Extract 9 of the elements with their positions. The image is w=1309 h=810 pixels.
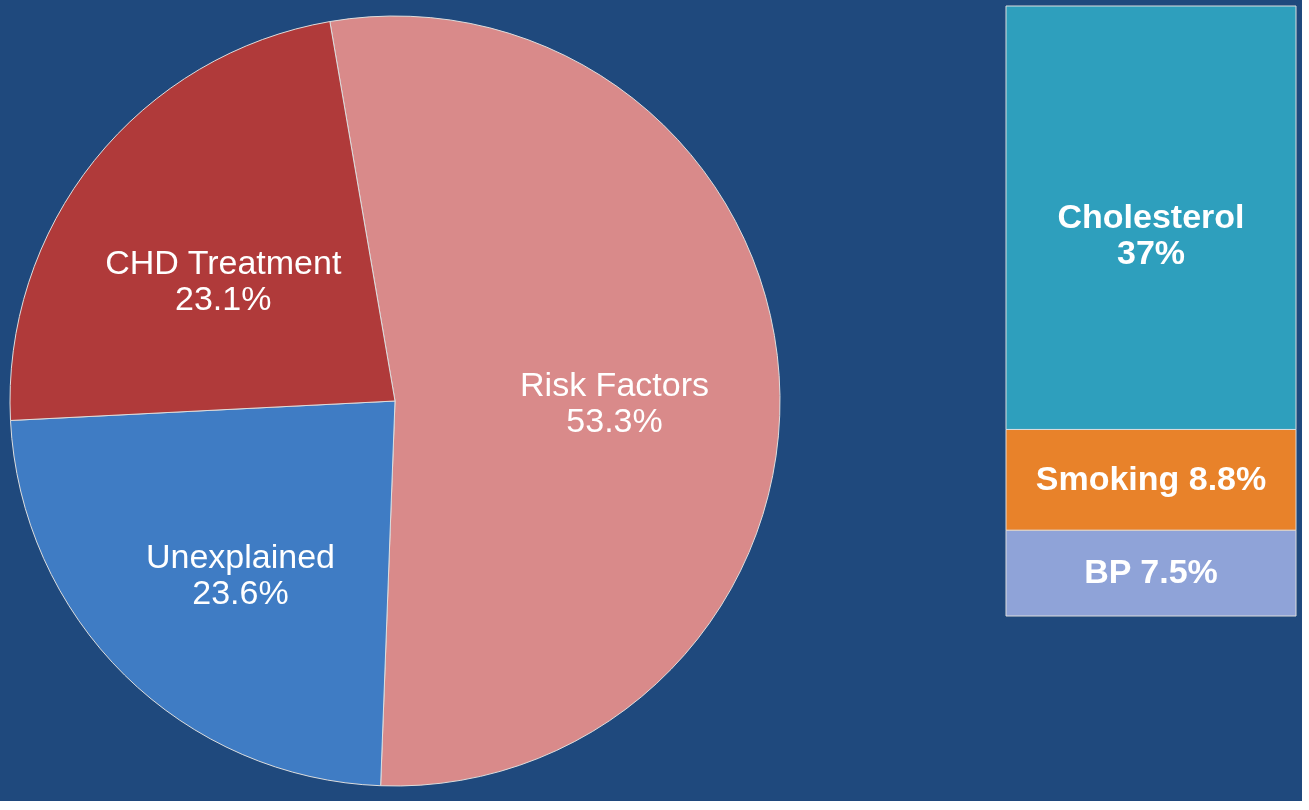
series-label: Cholesterol bbox=[1057, 196, 1245, 235]
slice-label: CHD Treatment bbox=[105, 242, 342, 281]
text: Smoking 8.8% bbox=[1035, 458, 1267, 497]
slice-label: Unexplained bbox=[145, 536, 335, 575]
data-label: 53.3% bbox=[566, 401, 663, 440]
data-label: 37% bbox=[1116, 232, 1186, 271]
data-label: 23.1% bbox=[175, 278, 272, 317]
slice-label: Risk Factors bbox=[520, 365, 709, 404]
text: BP 7.5% bbox=[1084, 552, 1218, 591]
